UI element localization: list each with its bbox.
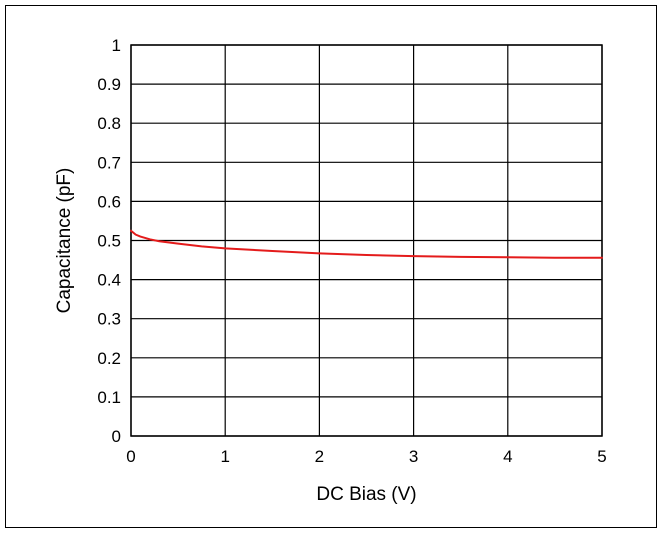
y-tick-label: 0.3: [97, 310, 121, 329]
x-tick-label: 2: [315, 447, 324, 466]
y-tick-label: 0.2: [97, 349, 121, 368]
y-tick-label: 0.8: [97, 114, 121, 133]
chart-frame: [5, 5, 657, 528]
y-tick-label: 0.6: [97, 192, 121, 211]
series-line: [130, 229, 603, 259]
y-tick-label: 1: [112, 36, 121, 55]
x-tick-label: 5: [597, 447, 606, 466]
y-tick-label: 0.7: [97, 153, 121, 172]
y-tick-label: 0.4: [97, 271, 121, 290]
y-tick-labels: 0 0.1 0.2 0.3 0.4 0.5 0.6 0.7 0.8 0.9 1: [97, 36, 121, 446]
grid-lines: [130, 44, 603, 437]
y-tick-label: 0.1: [97, 388, 121, 407]
x-tick-label: 4: [503, 447, 512, 466]
y-tick-label: 0: [112, 427, 121, 446]
x-tick-labels: 0 1 2 3 4 5: [126, 447, 606, 466]
x-tick-label: 3: [409, 447, 418, 466]
x-tick-label: 0: [126, 447, 135, 466]
series-layer: [130, 229, 603, 259]
x-tick-label: 1: [220, 447, 229, 466]
y-tick-label: 0.9: [97, 75, 121, 94]
x-axis-label: DC Bias (V): [316, 484, 416, 505]
plot-area-border: [130, 44, 603, 437]
y-axis-label: Capacitance (pF): [54, 168, 75, 314]
y-tick-label: 0.5: [97, 232, 121, 251]
